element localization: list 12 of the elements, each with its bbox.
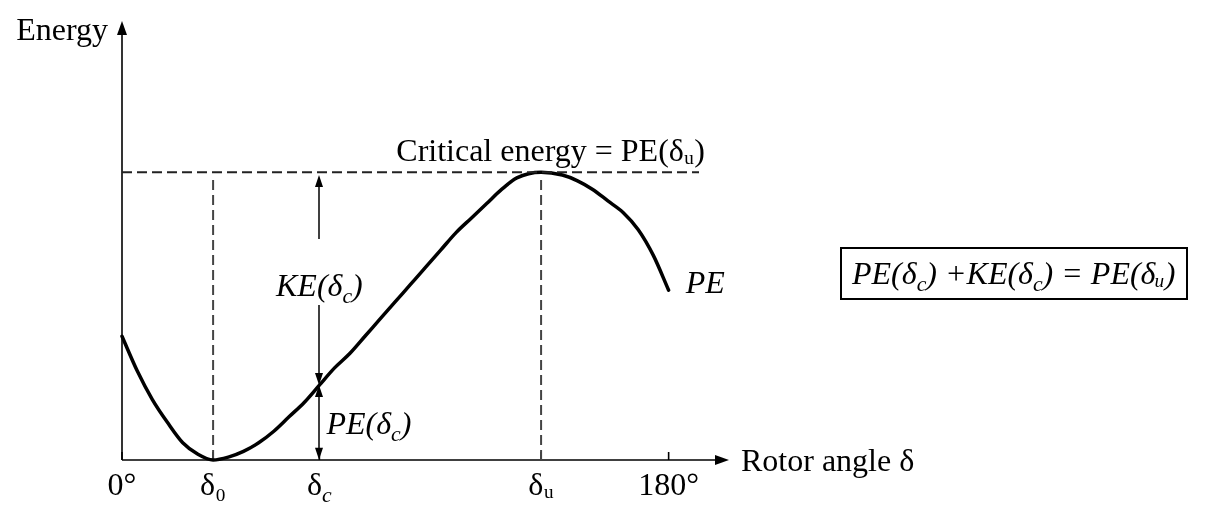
x-tick-label: 0° [107, 466, 137, 502]
x-axis-title: Rotor angle δ [741, 442, 915, 478]
annotation: KE(δ$_{c}$) [276, 267, 363, 308]
annotation: PE(δ$_{c}$) [326, 404, 412, 446]
y-axis-title: Energy [16, 11, 108, 47]
x-tick-label: 180° [638, 466, 700, 502]
outline-box: PE(δ$_{c}$) +KE(δ$_{c}$) = PE(δᵤ) [840, 247, 1188, 301]
x-tick-label: δ₀ [199, 466, 227, 502]
ref-line-label: Critical energy = PE(δᵤ) [396, 132, 705, 169]
series-label: PE [685, 264, 725, 301]
x-tick-label: δ$_{c}$ [307, 466, 332, 507]
x-tick-label: δᵤ [528, 466, 554, 502]
